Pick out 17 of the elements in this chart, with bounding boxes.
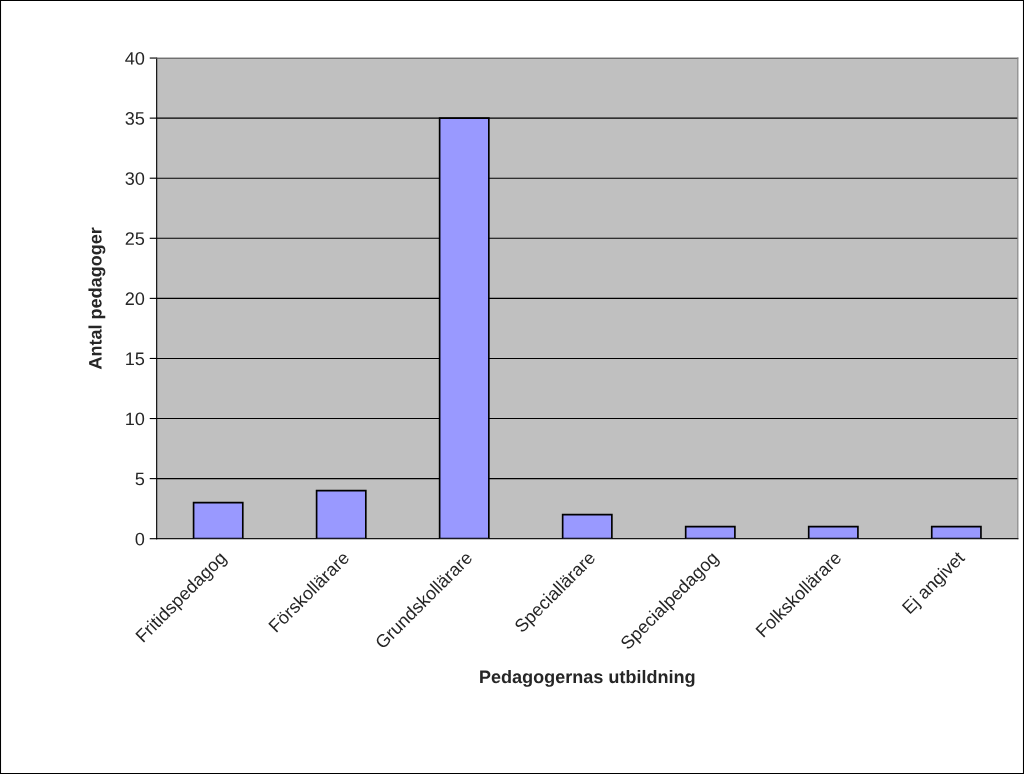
y-tick-label: 20 (125, 292, 145, 306)
y-tick-label: 0 (135, 532, 145, 546)
y-tick-label: 30 (125, 172, 145, 185)
bar (315, 489, 367, 539)
y-tick-label: 25 (125, 232, 145, 246)
y-tick-label: 15 (126, 352, 145, 366)
y-tick-label: 5 (135, 472, 145, 486)
bar (684, 525, 736, 539)
y-axis-title: Antal pedagoger (88, 227, 106, 370)
y-tick-label: 35 (125, 112, 145, 125)
bar (192, 501, 244, 539)
bar (807, 525, 859, 539)
x-axis-title: Pedagogernas utbildning (480, 669, 695, 687)
y-tick-label: 40 (125, 51, 145, 65)
y-tick-label: 10 (126, 412, 145, 426)
bar (930, 525, 982, 539)
bar (561, 513, 613, 539)
